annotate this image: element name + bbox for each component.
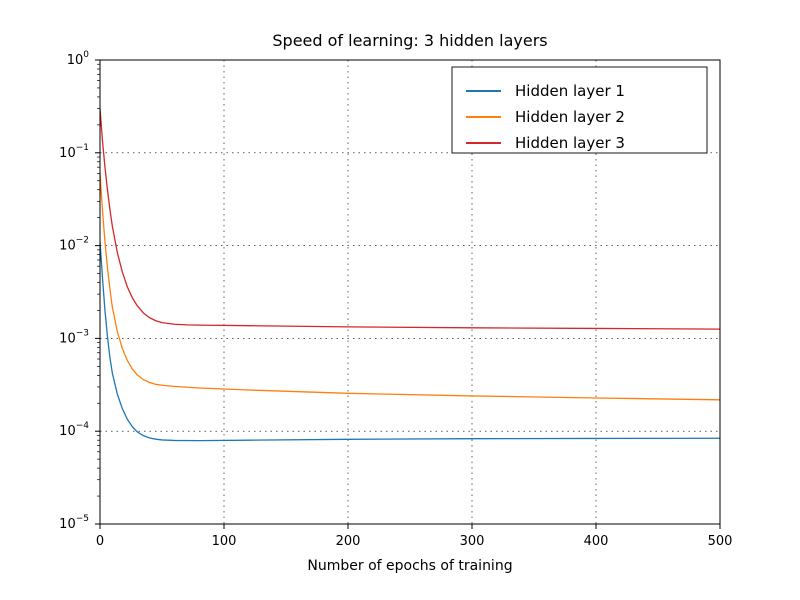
legend: Hidden layer 1 Hidden layer 2 Hidden layer…	[452, 67, 707, 153]
x-tick-label: 500	[708, 534, 733, 549]
x-axis-label: Number of epochs of training	[307, 558, 512, 574]
x-tick-label: 300	[460, 534, 485, 549]
x-tick-label: 0	[96, 534, 104, 549]
chart-title: Speed of learning: 3 hidden layers	[272, 31, 547, 50]
x-tick-label: 400	[584, 534, 609, 549]
chart-figure: 010020030040050010−510−410−310−210−1100S…	[0, 0, 800, 600]
legend-label-3: Hidden layer 3	[515, 134, 625, 152]
x-tick-label: 100	[212, 534, 237, 549]
legend-label-2: Hidden layer 2	[515, 108, 625, 126]
x-tick-label: 200	[336, 534, 361, 549]
legend-label-1: Hidden layer 1	[515, 82, 625, 100]
